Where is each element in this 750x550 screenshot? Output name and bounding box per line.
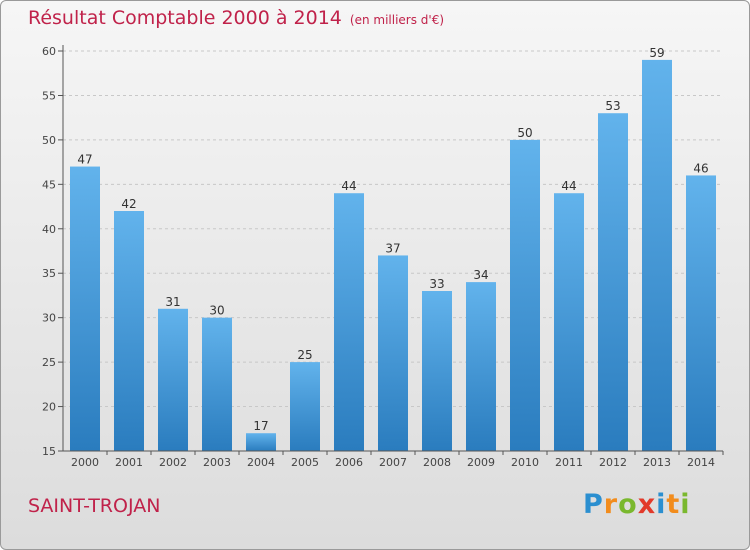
value-label-2003: 30 <box>209 304 224 318</box>
y-tick-label: 45 <box>42 178 56 191</box>
value-label-2001: 42 <box>121 197 136 211</box>
bar-2008 <box>422 291 452 451</box>
bar-2004 <box>246 433 276 451</box>
axes <box>58 45 724 455</box>
bar-2010 <box>510 139 540 451</box>
location-name: SAINT-TROJAN <box>28 495 161 517</box>
bar-2000 <box>70 166 100 452</box>
logo-letter: o <box>618 489 638 520</box>
y-tick-label: 35 <box>42 267 56 280</box>
value-label-2012: 53 <box>605 99 620 113</box>
y-tick-label: 25 <box>42 356 56 369</box>
x-tick-label-2012: 2012 <box>599 456 627 469</box>
bar-2007 <box>378 255 408 451</box>
bar-2013 <box>642 59 672 452</box>
y-tick-label: 30 <box>42 312 56 325</box>
value-label-2004: 17 <box>253 419 268 433</box>
logo-letter: t <box>666 489 681 520</box>
bar-2009 <box>466 282 496 451</box>
logo-letter: P <box>583 489 604 520</box>
x-tick-label-2002: 2002 <box>159 456 187 469</box>
bar-2014 <box>686 175 716 451</box>
bar-2011 <box>554 193 584 451</box>
value-label-2008: 33 <box>429 277 444 291</box>
title-text: Résultat Comptable 2000 à 2014 <box>28 7 342 29</box>
value-label-2010: 50 <box>517 126 532 140</box>
x-tick-label-2001: 2001 <box>115 456 143 469</box>
x-tick-label-2013: 2013 <box>643 456 671 469</box>
proxiti-logo: Proxiti <box>583 489 691 520</box>
value-label-2005: 25 <box>297 348 312 362</box>
x-tick-label-2000: 2000 <box>71 456 99 469</box>
x-tick-label-2007: 2007 <box>379 456 407 469</box>
x-tick-label-2008: 2008 <box>423 456 451 469</box>
value-label-2014: 46 <box>693 161 708 175</box>
value-label-2009: 34 <box>473 268 488 282</box>
y-tick-label: 55 <box>42 89 56 102</box>
chart-title: Résultat Comptable 2000 à 2014 (en millie… <box>28 7 444 29</box>
value-label-2000: 47 <box>77 153 92 167</box>
bar-2003 <box>202 317 232 451</box>
subtitle-text: (en milliers d'€) <box>349 13 445 27</box>
x-tick-label-2004: 2004 <box>247 456 275 469</box>
x-tick-label-2011: 2011 <box>555 456 583 469</box>
logo-letter: x <box>637 489 657 520</box>
y-tick-label: 60 <box>42 45 56 58</box>
x-tick-label-2006: 2006 <box>335 456 363 469</box>
y-tick-label: 20 <box>42 401 56 414</box>
bar-2002 <box>158 308 188 451</box>
x-tick-label-2009: 2009 <box>467 456 495 469</box>
y-tick-label: 50 <box>42 134 56 147</box>
y-tick-label: 40 <box>42 223 56 236</box>
x-tick-label-2014: 2014 <box>687 456 715 469</box>
value-label-2011: 44 <box>561 179 576 193</box>
logo-letter: r <box>603 489 619 520</box>
x-tick-label-2005: 2005 <box>291 456 319 469</box>
bar-2006 <box>334 193 364 451</box>
bar-2005 <box>290 362 320 451</box>
bars <box>70 59 716 452</box>
x-tick-label-2010: 2010 <box>511 456 539 469</box>
labels: 15 20 25 30 35 40 45 50 55 60 47 2000 42 2001 31 2002 30… <box>42 45 715 469</box>
x-tick-label-2003: 2003 <box>203 456 231 469</box>
bar-2012 <box>598 113 628 451</box>
logo-letter: i <box>680 489 691 520</box>
value-label-2006: 44 <box>341 179 356 193</box>
value-label-2002: 31 <box>165 295 180 309</box>
value-label-2013: 59 <box>649 46 664 60</box>
value-label-2007: 37 <box>385 241 400 255</box>
bar-2001 <box>114 211 144 451</box>
logo-letter: i <box>656 489 667 520</box>
y-tick-label: 15 <box>42 445 56 458</box>
